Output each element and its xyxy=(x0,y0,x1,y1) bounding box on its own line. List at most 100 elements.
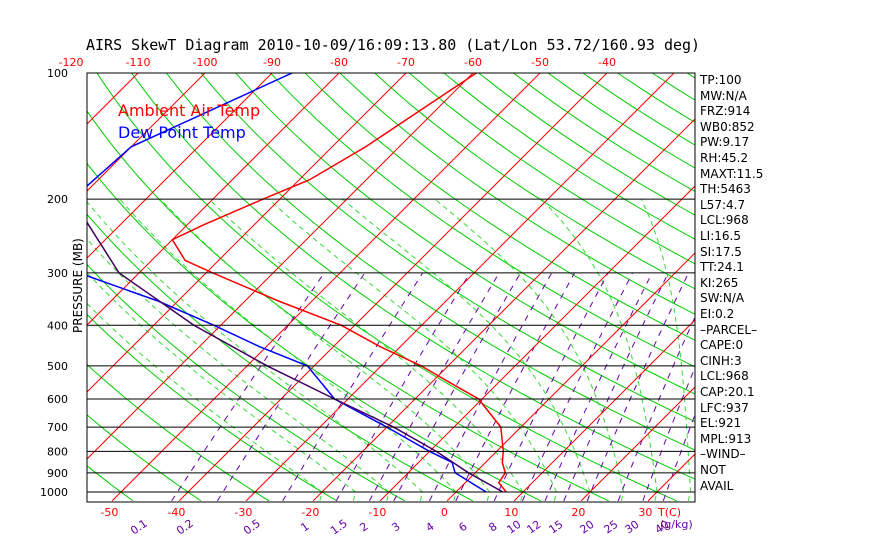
top-temp-tick-label: -110 xyxy=(126,56,151,69)
isotherm-line xyxy=(111,73,541,502)
mixing-ratio-label: 2 xyxy=(357,520,370,535)
mixing-ratio-line xyxy=(171,272,325,502)
dry-adiabat-line xyxy=(87,313,338,502)
bottom-temp-tick-label: -10 xyxy=(368,506,386,519)
moist-adiabat-line xyxy=(541,198,658,502)
index-ki: KI:265 xyxy=(700,275,739,290)
pressure-tick-label: 400 xyxy=(47,319,68,332)
dry-adiabat-line xyxy=(478,73,695,216)
dry-adiabat-line xyxy=(443,73,695,240)
pressure-tick-label: 800 xyxy=(47,445,68,458)
mixing-ratio-line xyxy=(368,272,500,502)
mixing-ratio-label: 10 xyxy=(505,518,524,537)
dry-adiabat-line xyxy=(270,73,695,368)
index-frz: FRZ:914 xyxy=(700,104,751,119)
mixing-ratio-line xyxy=(393,272,521,502)
isotherm-line xyxy=(0,73,71,501)
legend-ambient-air-temp: Ambient Air Temp xyxy=(118,101,261,120)
mixing-ratio-line xyxy=(335,272,471,502)
mixing-ratio-label: 1 xyxy=(298,520,311,535)
mixing-ratio-label: 8 xyxy=(486,520,499,535)
dry-adiabat-line xyxy=(826,73,870,501)
mixing-ratio-line xyxy=(216,272,366,502)
bottom-temp-tick-label: 20 xyxy=(571,506,585,519)
top-temp-tick-label: -120 xyxy=(59,56,84,69)
mixing-ratio-line xyxy=(522,272,634,502)
top-temp-tick-label: -70 xyxy=(397,56,415,69)
mixing-ratio-label: 1.5 xyxy=(328,517,350,538)
plot-frame xyxy=(86,72,696,503)
moist-adiabat-line xyxy=(160,198,491,502)
dry-adiabat-line xyxy=(304,73,695,341)
mixing-ratio-label: 20 xyxy=(578,518,597,537)
index-wind-header: –WIND– xyxy=(700,447,746,462)
top-temp-tick-label: -100 xyxy=(193,56,218,69)
mixing-ratio-line xyxy=(282,272,424,502)
y-axis-label: PRESSURE (MB) xyxy=(71,238,85,333)
index-mpl: MPL:913 xyxy=(700,431,752,446)
mixing-ratio-label: 3 xyxy=(389,520,402,535)
mixing-ratio-label: 4 xyxy=(423,520,436,535)
mixing-ratio-line xyxy=(544,272,653,502)
moist-adiabat-line xyxy=(87,302,323,502)
mixing-ratio-label: 25 xyxy=(602,518,621,537)
bottom-temp-tick-label: -40 xyxy=(167,506,185,519)
index-tt: TT:24.1 xyxy=(700,260,744,275)
mixing-ratio-line xyxy=(586,272,690,502)
bottom-temp-tick-label: 0 xyxy=(441,506,448,519)
dry-adiabat-line xyxy=(408,73,695,265)
moist-adiabat-line xyxy=(87,272,357,502)
top-temp-tick-label: -50 xyxy=(531,56,549,69)
index-el: EL:921 xyxy=(700,416,742,431)
index-cap: CAP:20.1 xyxy=(700,385,755,399)
bottom-temp-tick-label: 30 xyxy=(638,506,652,519)
index-cape: CAPE:0 xyxy=(700,338,744,353)
index-maxt: MAXT:11.5 xyxy=(700,166,764,181)
dry-adiabat-line xyxy=(791,73,870,501)
moist-adiabat-line xyxy=(268,198,558,502)
bottom-temp-tick-label: -20 xyxy=(301,506,319,519)
pressure-tick-label: 900 xyxy=(47,467,68,480)
bottom-temp-tick-label: -50 xyxy=(100,506,118,519)
index-l57: L57:4.7 xyxy=(700,197,746,212)
mixing-ratio-line xyxy=(642,366,695,502)
moist-adiabat-line xyxy=(87,238,390,502)
isotherm-line xyxy=(513,319,695,502)
mixing-ratio-label: 15 xyxy=(547,518,566,537)
isotherm-line xyxy=(580,386,695,502)
mixing-ratio-label: 0.2 xyxy=(174,517,196,538)
top-temp-tick-label: -40 xyxy=(598,56,616,69)
dry-adiabat-line xyxy=(87,263,406,502)
mixing-ratio-line xyxy=(617,315,695,502)
index-ei: EI:0.2 xyxy=(700,307,735,321)
mixing-ratio-label: 6 xyxy=(456,520,469,535)
index-th: TH:5463 xyxy=(700,182,751,197)
index-cinh: CINH:3 xyxy=(700,353,742,368)
index-mw: MW:N/A xyxy=(700,88,747,103)
moist-adiabat-line xyxy=(119,198,457,502)
isotherm-line xyxy=(87,73,273,259)
mixing-ratio-line xyxy=(493,272,609,502)
dry-adiabat-line xyxy=(87,465,134,502)
mixing-ratio-label: 12 xyxy=(525,518,544,537)
moist-adiabat-line xyxy=(640,198,692,502)
mixing-ratio-unit-label: (g/kg) xyxy=(660,518,693,531)
dry-adiabat-line xyxy=(651,73,695,101)
index-wind-not: NOT xyxy=(700,463,726,477)
legend-dew-point-temp: Dew Point Temp xyxy=(118,123,246,142)
index-tp: TP:100 xyxy=(700,73,742,87)
index-wind-avail: AVAIL xyxy=(700,478,734,493)
moist-adiabat-line xyxy=(208,198,524,502)
index-lcl: LCL:968 xyxy=(700,213,749,228)
index-li: LI:16.5 xyxy=(700,229,741,243)
dry-adiabat-line xyxy=(165,73,695,451)
isotherm-line xyxy=(849,73,870,501)
isotherm-line xyxy=(782,73,870,501)
index-lcl-parcel: LCL:968 xyxy=(700,369,749,384)
dry-adiabat-line xyxy=(87,414,202,502)
index-parcel-header: –PARCEL– xyxy=(700,322,758,337)
chart-title: AIRS SkewT Diagram 2010-10-09/16:09:13.8… xyxy=(86,36,701,54)
isotherm-line xyxy=(87,73,340,326)
pressure-tick-label: 700 xyxy=(47,421,68,434)
